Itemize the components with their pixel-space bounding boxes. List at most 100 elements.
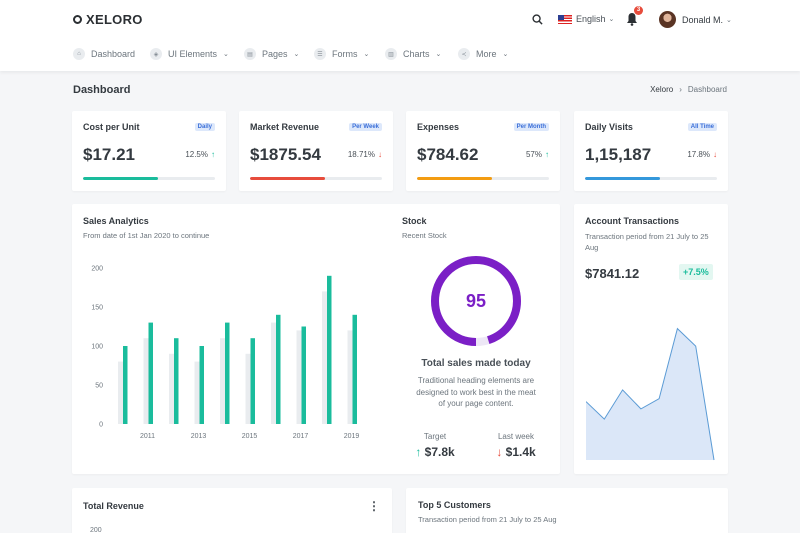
x-tick-label: 2015 [242,433,258,440]
breadcrumb-home[interactable]: Xeloro [650,85,674,94]
bar-background [271,322,276,424]
breadcrumb-separator-icon: › [679,85,682,94]
progress-fill [250,177,326,180]
arrow-down-icon: ↓ [713,150,717,159]
stat-change: 12.5% ↑ [185,150,215,159]
avatar [659,11,676,28]
stock-title: Stock [402,216,427,226]
account-subtitle: Transaction period from 21 July to 25 Au… [585,232,709,252]
chevron-down-icon: ⌄ [502,51,509,58]
progress-bar [585,177,717,180]
x-tick-label: 2013 [191,433,207,440]
chevron-down-icon: ⌄ [608,16,615,23]
bar [123,346,128,424]
period-badge: Per Month [513,123,549,131]
account-transactions-card: Account Transactions Transaction period … [574,204,728,474]
us-flag-icon [558,14,572,24]
nav-item-ui-elements[interactable]: ◈ UI Elements ⌄ [150,48,229,60]
chevron-down-icon: ⌄ [726,16,732,24]
bar-background [118,361,123,424]
brand-logo[interactable]: XELORO [73,12,143,27]
forms-icon: ☰ [314,48,326,60]
nav-item-forms[interactable]: ☰ Forms ⌄ [314,48,369,60]
stat-change: 18.71% ↓ [348,150,382,159]
nav-item-charts[interactable]: ▥ Charts ⌄ [385,48,441,60]
bar [250,338,255,424]
target-label: Target [423,432,447,441]
more-vertical-icon[interactable]: ⋮ [368,499,380,513]
arrow-down-icon: ↓ [496,445,503,459]
nav-item-label: Forms [332,49,358,59]
target-stat: ↑ $7.8k [407,445,463,459]
stat-title: Cost per Unit [83,122,140,132]
ui-elements-icon: ◈ [150,48,162,60]
y-tick-label: 200 [91,266,103,273]
stat-change-value: 18.71% [347,150,375,159]
top-customers-subtitle: Transaction period from 21 July to 25 Au… [418,515,557,524]
user-name: Donald M. [682,14,724,25]
stat-change-value: 12.5% [185,150,208,159]
account-title: Account Transactions [585,216,680,226]
search-icon[interactable] [532,14,543,27]
bar [276,314,281,424]
progress-fill [585,177,661,180]
stat-value: $784.62 [417,145,479,164]
progress-bar [250,177,382,180]
stat-title: Market Revenue [250,122,320,132]
stat-card-daily-visits: Daily Visits All Time 1,15,187 17.8% ↓ [574,111,728,191]
arrow-up-icon: ↑ [415,445,422,459]
x-tick-label: 2011 [140,433,155,440]
nav-item-more[interactable]: ≺ More ⌄ [458,48,508,60]
stat-value: $1875.54 [250,145,321,164]
progress-bar [417,177,549,180]
stat-title: Expenses [417,122,460,132]
chevron-down-icon: ⌄ [293,51,300,58]
nav-item-label: Charts [403,49,430,59]
area-line [586,327,715,461]
language-selector[interactable]: English ⌄ [558,14,614,24]
bell-icon[interactable] [626,12,638,28]
breadcrumb: Xeloro › Dashboard [650,85,727,94]
progress-fill [417,177,493,180]
period-badge: All Time [687,123,717,131]
stock-heading: Total sales made today [421,358,531,369]
user-menu[interactable]: Donald M. ⌄ [659,11,732,28]
bar [174,338,179,424]
stat-card-expenses: Expenses Per Month $784.62 57% ↑ [406,111,560,191]
stock-gauge: 95 [431,256,521,346]
y-tick-label: 0 [99,422,103,429]
stat-change-value: 17.8% [687,150,710,159]
charts-icon: ▥ [385,48,397,60]
gauge-value: 95 [466,291,486,311]
bar-background [169,353,174,424]
chevron-down-icon: ⌄ [363,51,370,58]
target-value: $7.8k [424,445,455,459]
bar-background [322,291,327,424]
stat-value: $17.21 [83,145,135,164]
account-area-chart [586,327,715,461]
nav-item-pages[interactable]: ▤ Pages ⌄ [244,48,299,60]
bar-background [347,330,353,424]
sales-analytics-title: Sales Analytics [83,216,149,226]
bar [352,314,357,424]
notification-badge: 3 [634,6,643,15]
area-fill [586,328,714,460]
logo-ring-icon [73,15,82,24]
bar-background [194,361,200,424]
chevron-down-icon: ⌄ [435,51,442,58]
y-tick-label: 100 [91,344,103,351]
bar [199,346,204,424]
revenue-axis-tick: 200 [90,527,102,533]
x-tick-label: 2019 [344,433,360,440]
progress-bar [83,177,215,180]
y-tick-label: 50 [95,383,103,390]
top-customers-card: Top 5 Customers Transaction period from … [406,488,728,533]
language-label: English [576,14,606,24]
y-tick-label: 150 [91,305,103,312]
arrow-up-icon: ↑ [211,150,215,159]
x-tick-label: 2017 [293,433,309,440]
top-customers-title: Top 5 Customers [418,500,491,510]
nav-item-label: More [476,49,497,59]
nav-item-dashboard[interactable]: ⌂ Dashboard [73,48,135,60]
bar-background [296,330,302,424]
